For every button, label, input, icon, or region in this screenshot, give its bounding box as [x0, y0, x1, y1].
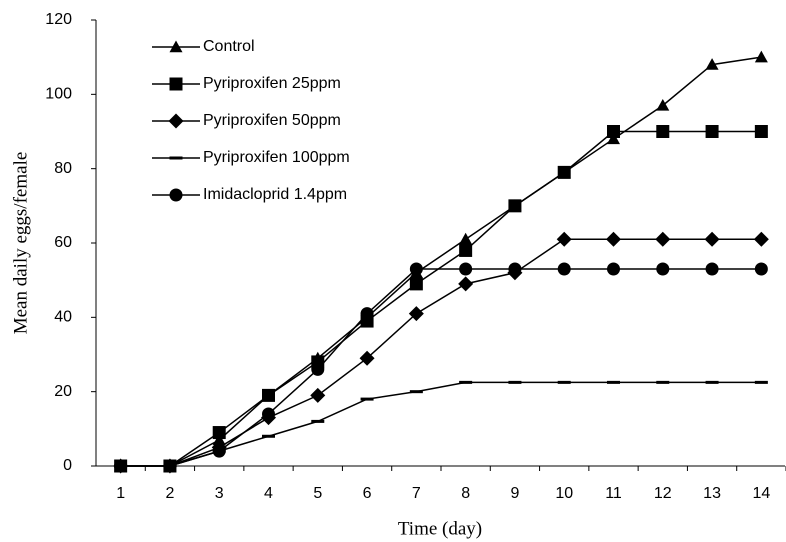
data-point	[508, 199, 522, 213]
data-point	[754, 262, 768, 276]
data-point	[754, 380, 768, 384]
data-point	[557, 380, 571, 384]
data-point	[557, 165, 571, 179]
data-point	[360, 307, 374, 321]
legend-marker	[169, 77, 183, 91]
data-point	[262, 407, 275, 421]
series-line	[120, 381, 762, 467]
legend-label: Pyriproxifen 100ppm	[203, 149, 350, 166]
y-tick-label: 40	[54, 309, 72, 326]
data-point	[607, 380, 620, 384]
data-point	[656, 125, 670, 138]
x-axis-title: Time (day)	[398, 518, 482, 539]
data-point	[360, 397, 374, 401]
legend-label: Imidacloprid 1.4ppm	[203, 186, 347, 203]
y-axis-title: Mean daily eggs/female	[10, 152, 31, 335]
data-point	[607, 125, 620, 138]
legend-label: Pyriproxifen 25ppm	[203, 75, 341, 92]
data-point	[754, 125, 768, 138]
data-point	[656, 262, 670, 276]
data-point	[655, 231, 671, 247]
data-point	[311, 419, 325, 423]
legend-marker	[169, 156, 183, 160]
y-tick-label: 60	[54, 234, 72, 251]
data-point	[459, 262, 473, 276]
x-tick-label: 14	[752, 485, 770, 502]
data-point	[459, 380, 473, 384]
data-point	[262, 434, 275, 438]
data-point	[310, 387, 326, 403]
y-tick-label: 20	[54, 383, 72, 400]
data-point	[114, 459, 128, 473]
x-tick-label: 13	[703, 485, 721, 502]
data-point	[458, 276, 474, 292]
legend-marker	[169, 40, 183, 53]
data-point	[606, 231, 621, 247]
data-point	[408, 306, 424, 322]
y-tick-label: 100	[45, 86, 72, 103]
data-point	[705, 262, 719, 276]
series-line	[120, 130, 762, 467]
legend-marker	[169, 188, 183, 202]
y-tick-label: 0	[63, 457, 72, 474]
data-point	[754, 50, 768, 63]
data-point	[705, 380, 719, 384]
series-line	[120, 238, 762, 467]
data-point	[607, 132, 620, 145]
y-tick-label: 120	[45, 11, 72, 28]
x-tick-label: 2	[165, 485, 174, 502]
data-point	[607, 262, 620, 276]
x-tick-label: 3	[215, 485, 224, 502]
data-point	[409, 277, 423, 291]
series-line	[120, 268, 762, 467]
x-tick-label: 1	[116, 485, 125, 502]
legend-label: Pyriproxifen 50ppm	[203, 112, 341, 129]
x-tick-label: 5	[313, 485, 322, 502]
x-tick-label: 12	[654, 485, 672, 502]
data-point	[409, 390, 423, 394]
x-tick-label: 10	[555, 485, 573, 502]
data-point	[508, 380, 522, 384]
data-point	[262, 388, 275, 402]
data-point	[311, 362, 325, 376]
data-point	[557, 262, 571, 276]
data-point	[212, 444, 226, 458]
series-line	[120, 56, 762, 467]
x-tick-label: 4	[264, 485, 273, 502]
data-point	[459, 243, 473, 257]
y-tick-label: 80	[54, 160, 72, 177]
x-tick-label: 11	[605, 485, 622, 502]
data-point	[212, 433, 226, 446]
data-point	[359, 350, 375, 366]
legend-label: Control	[203, 38, 255, 55]
data-point	[656, 98, 670, 111]
data-point	[705, 125, 719, 138]
data-point	[212, 426, 226, 440]
data-point	[753, 231, 769, 247]
x-tick-label: 8	[461, 485, 470, 502]
data-point	[656, 380, 670, 384]
data-point	[163, 459, 177, 473]
data-point	[508, 262, 522, 276]
data-point	[409, 262, 423, 276]
legend-marker	[168, 113, 184, 129]
data-point	[459, 232, 473, 245]
x-tick-label: 7	[412, 485, 421, 502]
data-point	[705, 58, 719, 70]
x-tick-label: 6	[363, 485, 372, 502]
data-point	[556, 231, 572, 247]
x-tick-label: 9	[510, 485, 519, 502]
data-point	[704, 231, 720, 247]
